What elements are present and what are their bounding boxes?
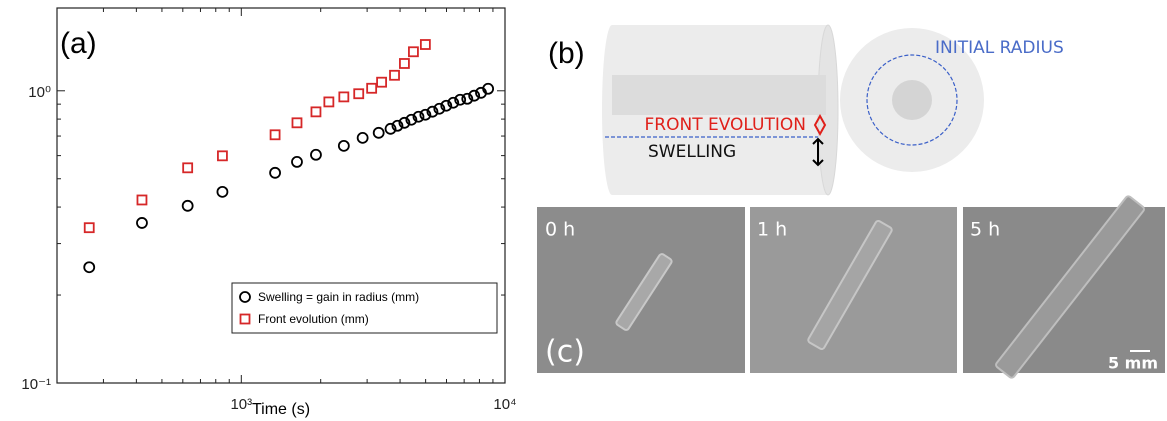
data-point bbox=[419, 39, 431, 50]
data-point bbox=[412, 110, 425, 123]
legend-box bbox=[231, 282, 498, 334]
x-tick-label: 10⁴ bbox=[493, 396, 516, 413]
frame-label: 1 h bbox=[757, 219, 787, 241]
specimen bbox=[995, 195, 1145, 379]
data-point bbox=[182, 162, 194, 174]
scale-label: 5 mm bbox=[1108, 354, 1158, 373]
y-tick-label: 10⁰ bbox=[28, 84, 51, 101]
data-point bbox=[419, 108, 432, 121]
frame-label: 5 h bbox=[970, 219, 1000, 241]
data-point bbox=[372, 126, 385, 139]
x-tick-label: 10³ bbox=[230, 396, 252, 413]
legend-label: Swelling = gain in radius (mm) bbox=[258, 290, 419, 304]
initial-radius-label: INITIAL RADIUS bbox=[935, 38, 1064, 58]
data-point bbox=[217, 150, 228, 162]
front-label: FRONT EVOLUTION bbox=[645, 115, 807, 135]
data-point bbox=[337, 139, 350, 152]
photos: 0 h 1 h 5 h (c) 5 mm bbox=[537, 195, 1165, 379]
data-point bbox=[323, 96, 335, 108]
data-point bbox=[291, 155, 303, 168]
swelling-arrow bbox=[812, 137, 824, 167]
data-point bbox=[376, 76, 387, 88]
data-point bbox=[426, 105, 439, 118]
data-point bbox=[310, 148, 322, 161]
initial-radius-circle bbox=[866, 54, 958, 146]
diagram: FRONT EVOLUTION SWELLING INITIAL RADIUS … bbox=[548, 24, 1064, 196]
data-point bbox=[399, 58, 410, 69]
cylinder-core bbox=[612, 75, 826, 115]
data-point bbox=[136, 194, 148, 206]
data-point bbox=[389, 69, 400, 81]
panel-label: (a) bbox=[60, 27, 97, 60]
data-point bbox=[440, 99, 453, 112]
data-point bbox=[356, 131, 369, 144]
panel-label: (c) bbox=[545, 335, 585, 370]
data-point bbox=[384, 122, 397, 135]
y-tick-label: 10⁻¹ bbox=[21, 376, 51, 393]
data-point bbox=[366, 82, 378, 94]
panel-label: (b) bbox=[548, 37, 585, 70]
data-point bbox=[181, 199, 194, 212]
swelling-label: SWELLING bbox=[648, 142, 736, 162]
specimen bbox=[807, 219, 893, 351]
data-point bbox=[83, 222, 95, 234]
data-point bbox=[269, 129, 281, 141]
front-arrow bbox=[813, 113, 827, 137]
legend-marker bbox=[239, 313, 251, 325]
data-point bbox=[398, 116, 411, 129]
plot-area: 10³ 10⁴ 10⁻¹ 10⁰ Swelling = gain in radius (… bbox=[21, 8, 517, 413]
data-point bbox=[269, 166, 281, 179]
data-point bbox=[391, 119, 404, 132]
data-point bbox=[433, 102, 446, 115]
data-point bbox=[468, 89, 481, 102]
frame-label: 0 h bbox=[545, 219, 575, 241]
x-axis-label: Time (s) bbox=[252, 401, 310, 418]
legend-marker bbox=[239, 291, 251, 303]
data-point bbox=[136, 217, 148, 229]
data-point bbox=[310, 106, 322, 118]
data-point bbox=[461, 92, 474, 105]
specimen bbox=[615, 253, 673, 331]
data-point bbox=[353, 88, 365, 100]
data-point bbox=[338, 91, 350, 103]
data-point bbox=[447, 96, 460, 109]
data-point bbox=[454, 93, 467, 106]
data-point bbox=[216, 185, 229, 198]
data-point bbox=[405, 113, 418, 126]
core-section bbox=[892, 80, 932, 120]
data-point bbox=[83, 261, 96, 274]
legend-label: Front evolution (mm) bbox=[258, 312, 369, 326]
data-point bbox=[482, 82, 495, 95]
data-point bbox=[408, 46, 419, 58]
data-point bbox=[291, 117, 303, 129]
